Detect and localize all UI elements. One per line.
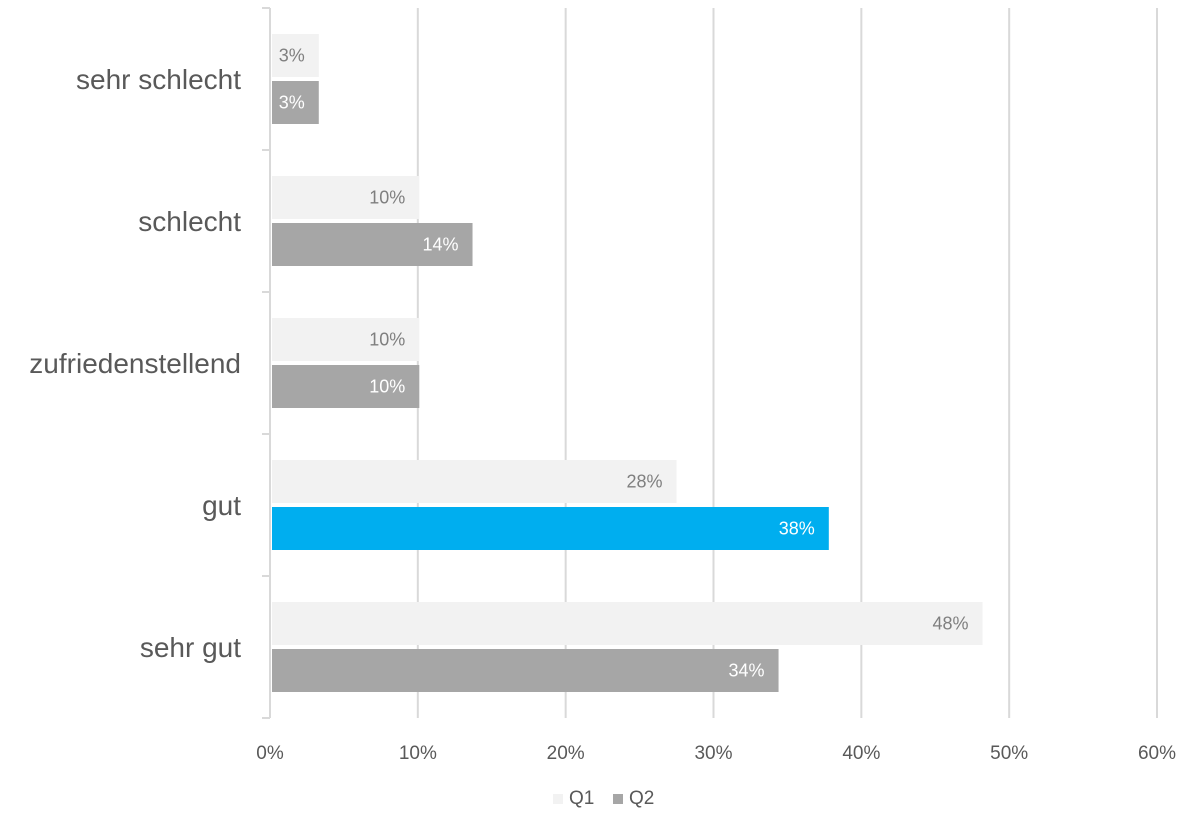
bar-q1-2 xyxy=(272,318,420,361)
data-label: 28% xyxy=(627,472,663,492)
category-label: zufriedenstellend xyxy=(29,348,241,379)
bar-q2-0 xyxy=(272,81,319,124)
bar-q1-0 xyxy=(272,34,319,77)
data-label: 10% xyxy=(369,330,405,350)
x-tick-label: 40% xyxy=(842,743,880,764)
data-label: 34% xyxy=(729,661,765,681)
bar-q2-2 xyxy=(272,365,420,408)
legend-label-q1: Q1 xyxy=(569,788,594,809)
bars xyxy=(272,34,983,692)
x-tick-label: 20% xyxy=(547,743,585,764)
bar-q1-3 xyxy=(272,460,677,503)
data-label: 3% xyxy=(279,46,305,66)
bar-q2-1 xyxy=(272,223,473,266)
x-tick-label: 30% xyxy=(694,743,732,764)
x-tick-label: 50% xyxy=(990,743,1028,764)
x-tick-label: 0% xyxy=(256,743,284,764)
x-tick-labels: 0% 10% 20% 30% 40% 50% 60% xyxy=(256,743,1176,764)
legend-swatch-q2 xyxy=(613,794,623,804)
category-labels: sehr schlecht schlecht zufriedenstellend gu… xyxy=(29,64,241,663)
category-label: sehr gut xyxy=(140,632,241,663)
data-label: 3% xyxy=(279,93,305,113)
gridlines xyxy=(416,8,1158,718)
data-label: 10% xyxy=(369,377,405,397)
data-labels: 3% 3% 10% 14% 10% 10% 28% 38% 48% 34% xyxy=(279,46,969,681)
category-axis xyxy=(262,7,271,719)
data-label: 14% xyxy=(423,235,459,255)
category-label: gut xyxy=(202,490,241,521)
legend-swatch-q1 xyxy=(553,794,563,804)
bar-q2-3 xyxy=(272,507,829,550)
legend: Q1 Q2 xyxy=(553,788,654,809)
category-label: schlecht xyxy=(138,206,241,237)
data-label: 38% xyxy=(779,519,815,539)
bar-q1-4 xyxy=(272,602,983,645)
x-tick-label: 10% xyxy=(399,743,437,764)
legend-label-q2: Q2 xyxy=(629,788,654,809)
data-label: 48% xyxy=(933,614,969,634)
x-tick-label: 60% xyxy=(1138,743,1176,764)
category-label: sehr schlecht xyxy=(76,64,241,95)
bar-q1-1 xyxy=(272,176,420,219)
bar-q2-4 xyxy=(272,649,779,692)
data-label: 10% xyxy=(369,188,405,208)
